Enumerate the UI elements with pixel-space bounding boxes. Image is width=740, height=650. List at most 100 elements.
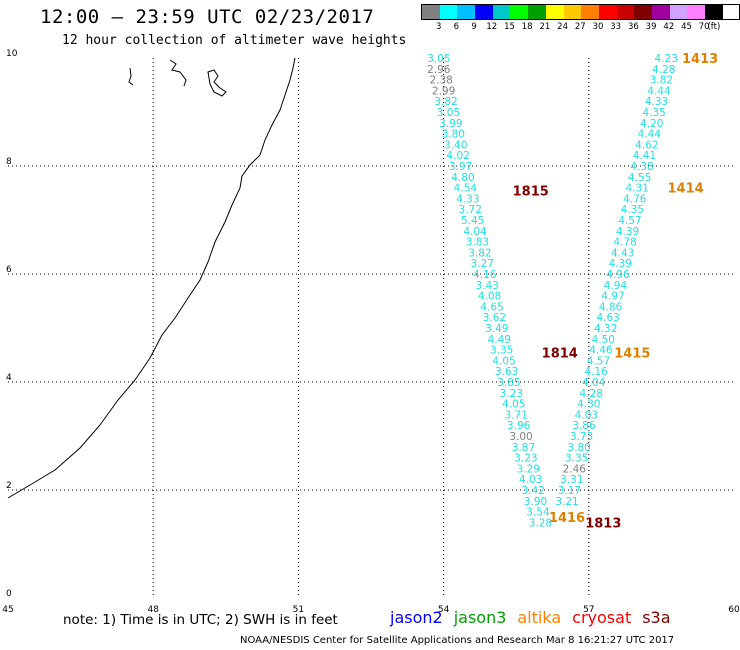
x-tick-label: 57 [583, 605, 594, 615]
y-tick-label: 10 [6, 49, 18, 59]
legend-swatch [563, 5, 582, 19]
wave-height-value: 4.39 [616, 226, 639, 238]
wave-height-value: 2.96 [427, 64, 451, 76]
legend-label: 18 [521, 22, 533, 32]
wave-height-value: 3.90 [524, 496, 547, 508]
wave-height-value: 4.86 [599, 301, 623, 313]
wave-height-value: 4.94 [604, 280, 628, 292]
wave-height-value: 3.05 [427, 53, 450, 65]
wave-height-value: 4.57 [618, 215, 641, 227]
y-tick-label: 0 [6, 589, 12, 599]
satellite-legend: jason2 jason3 altika cryosat s3a [390, 608, 671, 627]
wave-height-value: 4.16 [584, 366, 608, 378]
wave-height-value: 3.23 [514, 453, 537, 465]
wave-height-value: 3.82 [468, 247, 491, 259]
wave-height-value: 4.33 [645, 96, 668, 108]
wave-height-value: 3.73 [570, 431, 593, 443]
wave-height-value: 4.63 [596, 312, 619, 324]
wave-height-value: 3.29 [517, 463, 540, 475]
wave-height-value: 2.46 [563, 463, 587, 475]
legend-swatch [439, 5, 458, 19]
wave-height-value: 4.38 [630, 161, 653, 173]
legend-label: 15 [504, 22, 515, 32]
legend-swatch [669, 5, 688, 19]
legend-swatch [422, 5, 440, 19]
wave-height-value: 4.39 [609, 258, 632, 270]
wave-height-value: 4.97 [601, 291, 624, 303]
wave-height-value: 4.32 [594, 323, 617, 335]
color-scale-labels: 3 6 9 12 15 18 21 24 27 30 33 36 39 42 45 70 (ft) [421, 22, 740, 34]
wave-height-value: 4.23 [655, 53, 678, 65]
wave-height-value: 3.87 [512, 442, 535, 454]
legend-label: 36 [627, 22, 639, 32]
wave-height-value: 3.96 [507, 420, 531, 432]
altimeter-tracks: 3.052.962.382.993.823.053.993.803.404.02… [427, 53, 678, 529]
legend-swatch [492, 5, 511, 19]
legend-swatch [651, 5, 670, 19]
wave-height-value: 4.30 [577, 399, 600, 411]
wave-height-value: 3.00 [509, 431, 532, 443]
wave-height-value: 3.80 [442, 129, 465, 141]
wave-height-value: 4.05 [502, 399, 525, 411]
legend-swatch [545, 5, 564, 19]
wave-height-value: 4.44 [638, 129, 662, 141]
units-note: note: 1) Time is in UTC; 2) SWH is in fe… [63, 612, 338, 628]
wave-height-value: 2.99 [432, 85, 455, 97]
legend-label: 42 [663, 22, 675, 32]
map-grid [8, 58, 734, 598]
wave-height-value: 3.71 [505, 409, 528, 421]
legend-swatch [705, 5, 723, 19]
wave-height-value: 4.31 [626, 183, 649, 195]
pass-time-cryosat: 1814 [542, 346, 578, 361]
pass-time-altika: 1416 [549, 511, 585, 526]
wave-height-value: 4.08 [478, 291, 501, 303]
page-subtitle: 12 hour collection of altimeter wave hei… [62, 33, 407, 48]
wave-height-value: 4.41 [633, 150, 656, 162]
legend-label: 33 [610, 22, 622, 32]
wave-height-value: 3.82 [434, 96, 457, 108]
wave-height-value: 4.02 [446, 150, 469, 162]
legend-label: 27 [574, 22, 586, 32]
wave-height-value: 4.80 [451, 172, 474, 184]
wave-height-value: 4.76 [623, 193, 647, 205]
legend-label: 3 [435, 22, 442, 32]
pass-time-labels: 1413 1815 1414 1814 1415 1416 1813 [513, 52, 719, 531]
wave-height-value: 3.28 [529, 517, 552, 529]
wave-height-value: 3.54 [526, 507, 550, 519]
wave-height-value: 4.35 [621, 204, 644, 216]
wave-height-value: 4.62 [635, 139, 658, 151]
wave-height-value: 4.03 [575, 409, 598, 421]
legend-label: 39 [645, 22, 657, 32]
pass-time-altika: 1415 [614, 346, 650, 361]
wave-height-value: 3.35 [565, 453, 588, 465]
wave-height-value: 3.31 [560, 474, 583, 486]
wave-height-value: 3.40 [444, 139, 467, 151]
wave-height-value: 3.43 [475, 280, 498, 292]
wave-height-value: 4.65 [480, 301, 503, 313]
coastline-path [7, 57, 296, 499]
wave-height-value: 4.46 [589, 345, 613, 357]
wave-height-value: 3.72 [459, 204, 482, 216]
pass-time-altika: 1413 [682, 52, 718, 67]
wave-height-value: 3.97 [449, 161, 472, 173]
legend-swatch [616, 5, 635, 19]
wave-height-value: 3.63 [495, 366, 518, 378]
wave-height-value: 4.57 [587, 355, 610, 367]
y-tick-label: 4 [6, 373, 12, 383]
legend-label: 6 [453, 22, 460, 32]
wave-height-value: 4.33 [456, 193, 479, 205]
satellite-cryosat: cryosat [572, 608, 632, 627]
legend-swatch [457, 5, 476, 19]
x-tick-label: 45 [2, 605, 13, 615]
legend-swatch [528, 5, 546, 19]
legend-label: 12 [486, 22, 498, 32]
legend-label: 30 [592, 22, 604, 32]
color-scale-legend: 3 6 9 12 15 18 21 24 27 30 33 36 39 42 45 70 (ft) [421, 4, 740, 34]
wave-height-value: 4.28 [652, 64, 675, 76]
wave-height-value: 4.04 [582, 377, 606, 389]
wave-height-value: 4.35 [642, 107, 665, 119]
wave-height-value: 4.43 [611, 247, 634, 259]
wave-height-value: 3.99 [439, 118, 462, 130]
x-tick-label: 48 [147, 605, 159, 615]
